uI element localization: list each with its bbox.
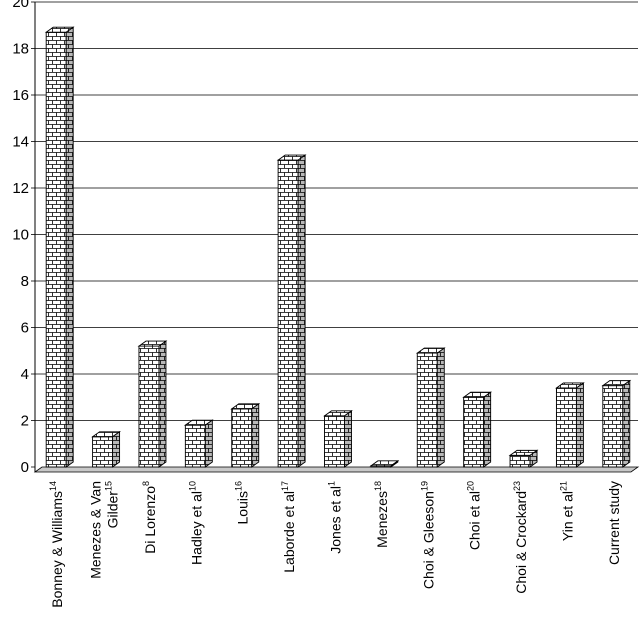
- bar-side-shade: [483, 392, 491, 467]
- bar-side-shade: [390, 460, 398, 467]
- bar-front: [138, 345, 160, 468]
- bar-side: [483, 391, 492, 468]
- x-category-label: Yin et al21: [558, 481, 575, 541]
- bar-side-shade: [298, 155, 306, 467]
- bar-front: [463, 396, 485, 468]
- y-tick-label: 6: [21, 320, 29, 337]
- y-tick-label: 18: [12, 41, 29, 58]
- y-tick-label: 0: [21, 459, 29, 476]
- x-category-label: Choi & Gleeson19: [419, 481, 436, 589]
- bar-front: [602, 385, 624, 468]
- bar: [462, 391, 493, 468]
- bar-side-shade: [622, 380, 630, 467]
- bar-side-shade: [530, 450, 538, 467]
- bar: [91, 430, 121, 468]
- y-tick-label: 4: [21, 366, 29, 383]
- y-tick-labels: 0 2 4 6 8 10 12 14 16 18 20: [12, 0, 29, 476]
- x-category-label: Choi et al20: [466, 481, 483, 550]
- bar: [44, 26, 75, 468]
- bar-side: [297, 154, 306, 468]
- bar-front: [324, 415, 345, 468]
- x-category-label: Hadley et al10: [187, 481, 204, 565]
- bar-front: [231, 408, 253, 468]
- bar-side-shade: [576, 382, 584, 467]
- bar: [369, 459, 400, 468]
- bar-front: [184, 424, 206, 468]
- x-category-label: Current study: [606, 481, 622, 565]
- bar-side-shade: [158, 341, 166, 467]
- bar: [137, 340, 168, 468]
- x-category-label: Menezes & Van: [88, 481, 104, 579]
- bar-side: [622, 379, 631, 468]
- bar-side-shade: [66, 27, 74, 467]
- bar: [508, 449, 539, 468]
- y-axis: [31, 1, 36, 472]
- x-category-labels: Bonney & Williams14 Menezes & Van Gilder15…: [48, 481, 622, 608]
- y-tick-label: 20: [12, 0, 29, 11]
- bar-side-shade: [437, 348, 445, 467]
- x-category-label: Laborde et al17: [280, 481, 297, 573]
- bar: [230, 403, 261, 468]
- bars: [44, 26, 632, 468]
- x-category-label: Louis16: [234, 481, 251, 524]
- bar-side: [204, 419, 213, 468]
- chart-floor: [33, 466, 640, 473]
- bar-side: [65, 26, 74, 468]
- bar: [415, 347, 446, 468]
- bar: [323, 409, 353, 468]
- x-category-label: Di Lorenzo8: [141, 481, 158, 554]
- y-tick-label: 16: [12, 87, 29, 104]
- bar-side-shade: [251, 403, 259, 467]
- y-tick-label: 10: [12, 227, 29, 244]
- x-category-label-line2: Gilder15: [104, 481, 121, 528]
- bar-front: [92, 436, 114, 468]
- bar-side-shade: [205, 420, 213, 467]
- bar-side: [158, 340, 167, 468]
- bar: [601, 379, 632, 468]
- bar: [276, 154, 307, 468]
- floor-plane: [33, 466, 640, 473]
- bar: [183, 419, 214, 468]
- bar-front: [45, 31, 67, 468]
- gridlines: [35, 1, 638, 421]
- bar-side: [344, 409, 352, 468]
- bar-side-shade: [112, 431, 120, 467]
- x-category-label: Choi & Crockard23: [512, 481, 529, 594]
- x-category-label: Bonney & Williams14: [48, 481, 65, 608]
- bar-side-shade: [344, 410, 352, 467]
- y-tick-label: 14: [12, 134, 29, 151]
- bar-side: [575, 382, 584, 468]
- x-category-label: Menezes18: [373, 481, 390, 548]
- y-tick-label: 2: [21, 413, 29, 430]
- bar-side: [529, 449, 538, 468]
- bar-front: [416, 352, 438, 468]
- bar-front: [555, 387, 577, 468]
- y-tick-label: 8: [21, 273, 29, 290]
- bar-side: [112, 430, 121, 468]
- x-category-label: Jones et al1: [327, 481, 344, 554]
- bar: [555, 382, 585, 468]
- bar-side: [251, 403, 260, 468]
- bar-side: [436, 347, 445, 468]
- y-tick-label: 12: [12, 180, 29, 197]
- bar-side: [390, 459, 399, 468]
- bar-front: [509, 454, 531, 468]
- bar-front: [277, 159, 299, 468]
